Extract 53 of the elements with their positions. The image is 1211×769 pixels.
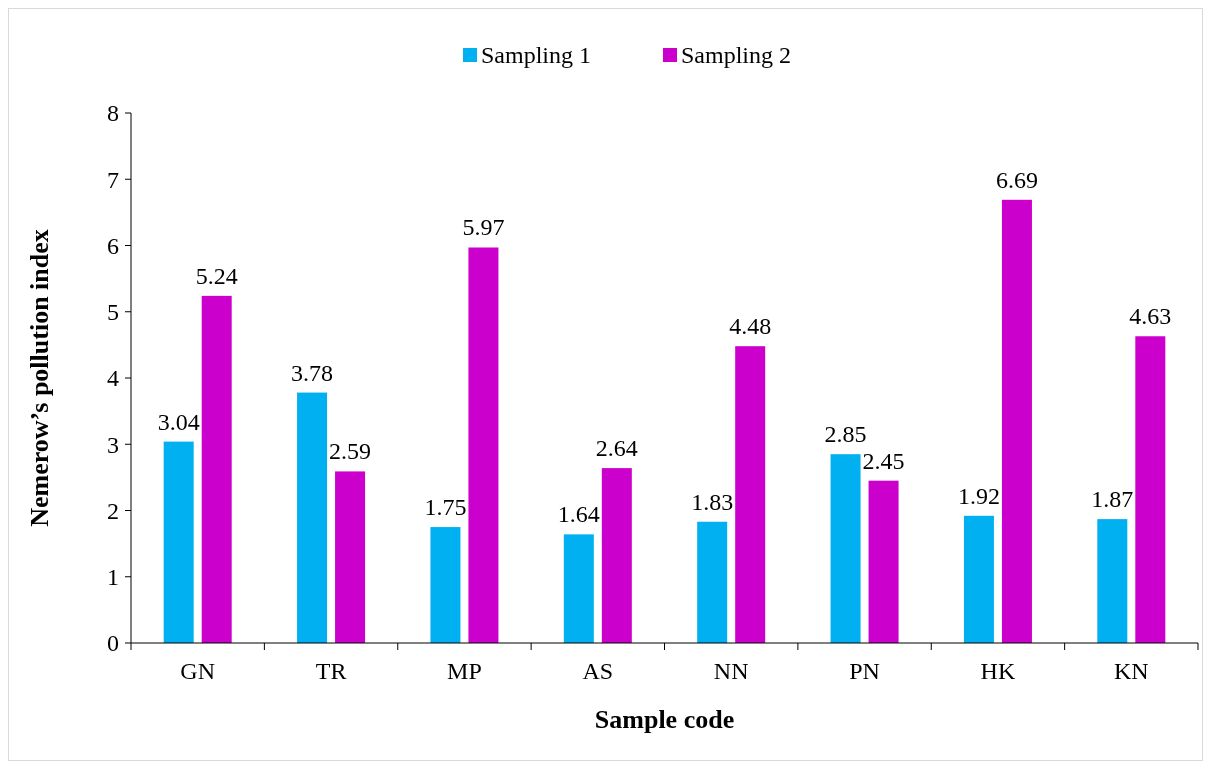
data-label: 5.24	[195, 262, 238, 289]
data-label: 4.63	[1129, 303, 1172, 330]
bar	[430, 527, 461, 643]
bar	[868, 480, 899, 643]
x-axis-title: Sample code	[594, 705, 735, 734]
y-tick-label: 8	[107, 100, 119, 127]
data-label: 1.75	[424, 494, 467, 521]
bar	[201, 295, 232, 643]
data-label: 1.92	[957, 482, 1000, 509]
y-tick-label: 3	[107, 431, 119, 458]
y-tick-label: 6	[107, 232, 119, 259]
data-label: 3.04	[157, 408, 200, 435]
y-tick-label: 7	[107, 166, 119, 193]
bar	[563, 534, 594, 643]
x-tick-label: MP	[447, 658, 482, 684]
y-axis-title: Nemerow’s pollution index	[25, 229, 54, 527]
y-tick-label: 0	[107, 630, 119, 657]
bar	[468, 247, 499, 643]
bar	[297, 392, 328, 643]
legend-label: Sampling 1	[481, 42, 592, 69]
data-label: 2.59	[329, 438, 372, 465]
x-tick-label: AS	[582, 658, 614, 684]
legend-label: Sampling 2	[681, 42, 792, 69]
y-tick-label: 4	[107, 365, 119, 392]
x-tick-label: TR	[315, 658, 347, 684]
y-tick-label: 1	[107, 564, 119, 591]
data-label: 2.64	[595, 435, 638, 462]
bar	[697, 521, 728, 643]
bar	[963, 515, 994, 643]
data-label: 1.83	[691, 488, 734, 515]
bar	[335, 471, 366, 643]
data-label: 4.48	[729, 313, 772, 340]
bar	[1135, 336, 1166, 643]
data-label: 1.87	[1091, 486, 1134, 513]
x-tick-label: HK	[980, 658, 1016, 684]
data-label: 5.97	[462, 214, 505, 241]
bar	[830, 454, 861, 643]
data-label: 2.45	[862, 447, 905, 474]
bar	[163, 441, 194, 643]
x-tick-label: NN	[713, 658, 749, 684]
data-label: 3.78	[291, 359, 334, 386]
data-label: 6.69	[995, 166, 1038, 193]
data-label: 1.64	[557, 501, 600, 528]
y-tick-label: 5	[107, 299, 119, 326]
bar	[1097, 519, 1128, 643]
y-tick-label: 2	[107, 497, 119, 524]
bar	[735, 346, 766, 643]
x-tick-label: KN	[1113, 658, 1149, 684]
x-tick-label: PN	[849, 658, 880, 684]
bar	[1001, 199, 1032, 643]
bar	[601, 468, 632, 643]
data-label: 2.85	[824, 421, 867, 448]
x-tick-label: GN	[180, 658, 216, 684]
